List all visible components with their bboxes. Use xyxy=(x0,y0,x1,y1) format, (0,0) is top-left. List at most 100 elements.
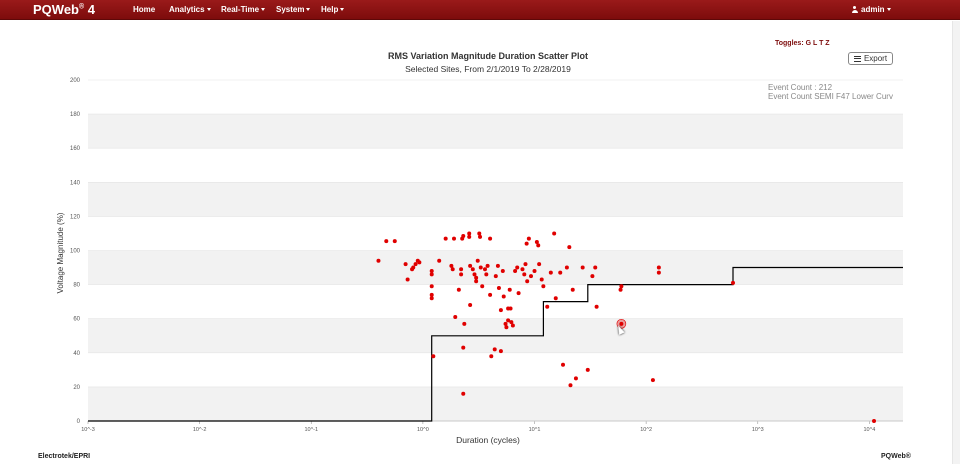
y-tick-label: 120 xyxy=(70,214,81,220)
scatter-point xyxy=(429,272,434,277)
scatter-point xyxy=(872,419,877,423)
y-tick-label: 20 xyxy=(73,385,80,391)
chevron-down-icon xyxy=(261,8,266,12)
y-tick-label: 60 xyxy=(73,317,80,323)
scatter-point xyxy=(449,263,454,268)
scatter-point xyxy=(417,260,422,265)
scatter-point xyxy=(506,318,511,323)
scatter-point xyxy=(553,296,558,301)
scatter-point xyxy=(478,234,483,239)
scatter-point xyxy=(403,262,408,267)
event-count-label: Event Count : 212 xyxy=(768,83,833,92)
scatter-point xyxy=(523,262,528,267)
footer-left-text: Electrotek/EPRI xyxy=(38,453,91,460)
scatter-point xyxy=(429,292,434,297)
event-count-semi-label: Event Count SEMI F47 Lower Curv xyxy=(768,92,893,101)
scatter-point xyxy=(570,287,575,292)
scatter-point xyxy=(437,258,442,263)
scatter-point xyxy=(496,286,501,291)
scatter-point xyxy=(537,262,542,267)
page-scrollbar[interactable] xyxy=(952,21,960,464)
scatter-point xyxy=(524,241,529,246)
x-tick-label: 10^-3 xyxy=(81,427,95,433)
user-menu[interactable]: admin xyxy=(851,5,891,14)
scatter-point xyxy=(392,239,397,244)
scatter-point xyxy=(585,367,590,372)
scatter-point xyxy=(461,234,466,239)
chevron-down-icon xyxy=(306,8,311,12)
scatter-point xyxy=(480,284,485,289)
app-brand[interactable]: PQWeb® 4 xyxy=(33,2,96,17)
scatter-point xyxy=(470,267,475,272)
scatter-point xyxy=(513,268,518,273)
scatter-point xyxy=(488,236,493,241)
scatter-point xyxy=(453,314,458,319)
scatter-point xyxy=(443,236,448,241)
scatter-point xyxy=(482,267,487,272)
scatter-point xyxy=(429,284,434,289)
toggles-label[interactable]: Toggles: G L T Z xyxy=(775,40,830,47)
x-tick-label: 10^4 xyxy=(864,427,876,433)
scatter-point xyxy=(545,304,550,309)
scatter-point xyxy=(593,265,598,270)
chart-title: RMS Variation Magnitude Duration Scatter… xyxy=(388,51,588,61)
nav-realtime-menu[interactable]: Real-Time xyxy=(221,5,266,14)
scatter-point xyxy=(528,274,533,279)
x-tick-label: 10^3 xyxy=(752,427,764,433)
scatter-point xyxy=(474,275,479,280)
scatter-point xyxy=(488,292,493,297)
x-axis-ticks: 10^-3 10^-2 10^-1 10^0 10^1 10^2 10^3 10^4 xyxy=(81,421,875,433)
hamburger-menu-icon xyxy=(853,55,861,62)
scatter-point xyxy=(467,231,472,236)
scatter-point xyxy=(384,239,389,244)
scatter-point xyxy=(492,347,497,352)
scatter-point xyxy=(573,376,578,381)
scatter-point xyxy=(536,243,541,248)
scatter-point xyxy=(515,265,520,270)
nav-system-menu[interactable]: System xyxy=(276,5,311,14)
scatter-point xyxy=(525,279,530,284)
scatter-point xyxy=(731,280,736,285)
scatter-point xyxy=(561,362,566,367)
scatter-point xyxy=(520,267,525,272)
scatter-point xyxy=(411,265,416,270)
nav-home[interactable]: Home xyxy=(133,5,156,14)
scatter-point xyxy=(495,263,500,268)
scatter-point xyxy=(618,287,623,292)
y-axis-label: Voltage Magnitude (%) xyxy=(56,212,65,293)
scatter-point xyxy=(431,354,436,359)
scatter-point xyxy=(568,383,573,388)
scatter-point xyxy=(590,274,595,279)
scatter-point xyxy=(656,270,661,275)
scatter-point xyxy=(429,268,434,273)
nav-help-menu[interactable]: Help xyxy=(321,5,345,14)
scatter-point xyxy=(526,236,531,241)
scatter-point xyxy=(450,267,455,272)
grid-band xyxy=(88,182,903,217)
scatter-point xyxy=(522,272,527,277)
y-tick-label: 160 xyxy=(70,146,81,152)
y-tick-label: 0 xyxy=(77,419,81,425)
scatter-point xyxy=(552,231,557,236)
top-navbar: PQWeb® 4 Home Analytics Real-Time System… xyxy=(0,0,960,20)
scatter-point xyxy=(474,279,479,284)
nav-analytics-menu[interactable]: Analytics xyxy=(169,5,211,14)
scatter-point xyxy=(489,354,494,359)
footer-right-text: PQWeb® xyxy=(881,453,911,460)
y-tick-label: 200 xyxy=(70,78,81,84)
scatter-point xyxy=(619,284,624,289)
y-tick-label: 100 xyxy=(70,249,81,255)
data-points xyxy=(376,231,877,423)
scatter-point xyxy=(467,234,472,239)
scatter-point xyxy=(485,263,490,268)
scatter-point xyxy=(478,265,483,270)
scatter-point xyxy=(503,321,508,326)
scatter-point xyxy=(475,258,480,263)
scatter-point xyxy=(456,287,461,292)
scatter-point xyxy=(504,325,509,330)
scatter-point xyxy=(594,304,599,309)
y-tick-label: 80 xyxy=(73,283,80,289)
export-button[interactable]: Export xyxy=(848,52,893,65)
scatter-point xyxy=(461,391,466,396)
x-tick-label: 10^-2 xyxy=(193,427,207,433)
